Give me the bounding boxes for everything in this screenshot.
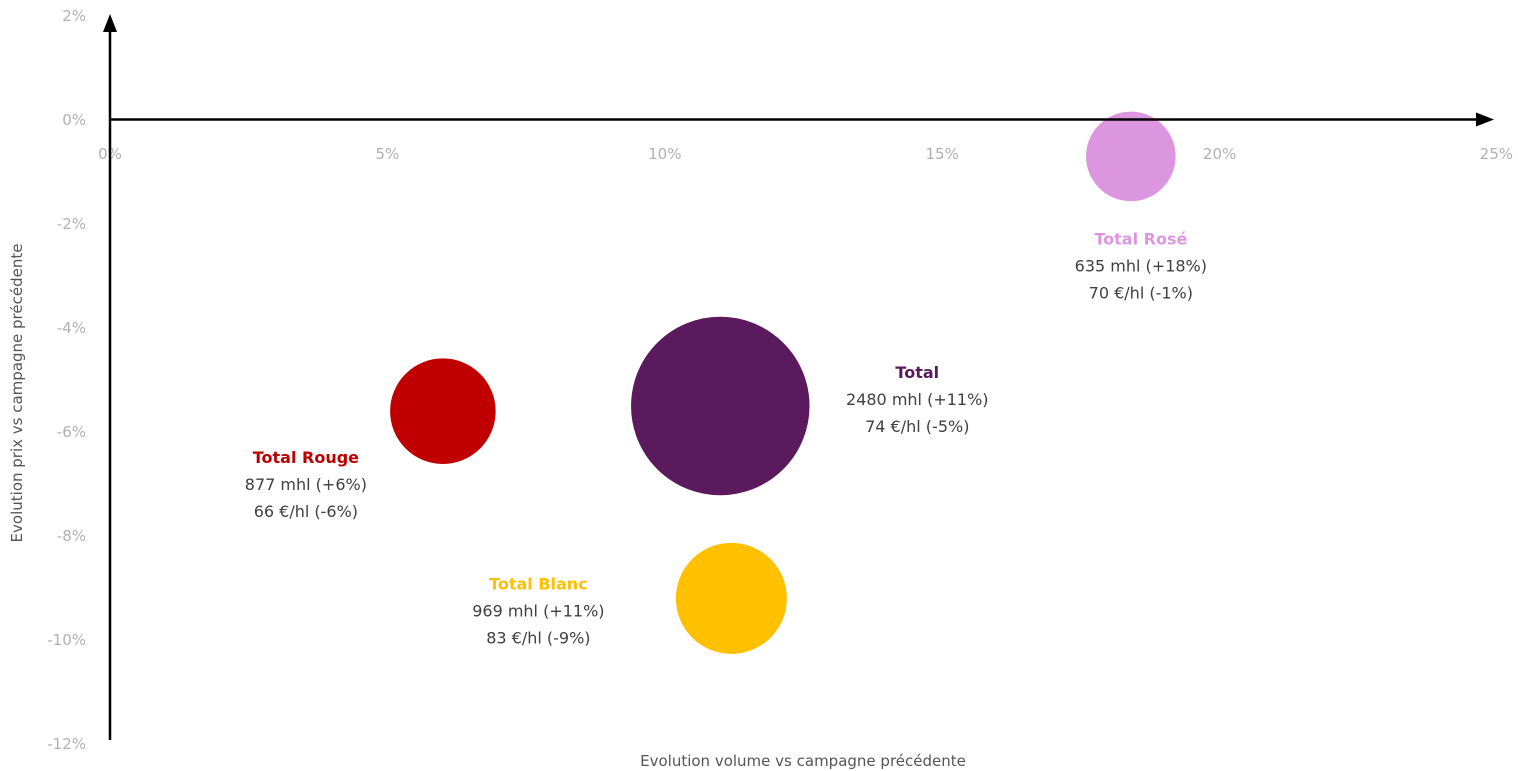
bubble-labels: Total Rosé 635 mhl (+18%) 70 €/hl (-1%) Tot… <box>245 229 1207 647</box>
x-axis-arrow <box>1476 112 1494 127</box>
bubble-volume-label: 2480 mhl (+11%) <box>846 390 989 409</box>
y-tick-label: -2% <box>57 215 86 233</box>
bubble-total-rouge <box>388 356 498 466</box>
bubble-price-label: 74 €/hl (-5%) <box>865 417 969 436</box>
bubble-total-blanc <box>674 541 789 656</box>
y-axis-arrow <box>103 14 117 32</box>
bubble-total <box>629 315 812 497</box>
bubble-volume-label: 635 mhl (+18%) <box>1075 256 1207 275</box>
y-axis-ticks: 2% 0% -2% -4% -6% -8% -10% -12% <box>47 7 86 753</box>
x-tick-label: 20% <box>1203 145 1236 163</box>
bubbles <box>388 110 1178 656</box>
y-tick-label: -8% <box>57 527 86 545</box>
y-tick-label: 2% <box>62 7 86 25</box>
x-axis-ticks: 0%5%10%15%20%25% <box>98 145 1513 163</box>
bubble-total-rosé <box>1084 110 1178 203</box>
y-tick-label: 0% <box>62 111 86 129</box>
y-tick-label: -4% <box>57 319 86 337</box>
x-tick-label: 5% <box>376 145 400 163</box>
bubble-name-label: Total <box>895 363 939 382</box>
bubble-price-label: 66 €/hl (-6%) <box>254 502 358 521</box>
x-tick-label: 15% <box>926 145 959 163</box>
bubble-name-label: Total Rosé <box>1094 229 1187 248</box>
x-tick-label: 10% <box>648 145 681 163</box>
x-axis-title: Evolution volume vs campagne précédente <box>640 752 966 770</box>
bubble-price-label: 83 €/hl (-9%) <box>486 628 590 647</box>
y-tick-label: -12% <box>47 735 86 753</box>
bubble-volume-label: 969 mhl (+11%) <box>472 601 604 620</box>
bubble-price-label: 70 €/hl (-1%) <box>1089 283 1193 302</box>
bubble-name-label: Total Rouge <box>253 448 359 467</box>
x-tick-label: 25% <box>1480 145 1513 163</box>
bubble-name-label: Total Blanc <box>489 574 588 593</box>
y-axis-title: Evolution prix vs campagne précédente <box>8 244 26 543</box>
y-tick-label: -10% <box>47 631 86 649</box>
bubble-volume-label: 877 mhl (+6%) <box>245 475 367 494</box>
y-tick-label: -6% <box>57 423 86 441</box>
